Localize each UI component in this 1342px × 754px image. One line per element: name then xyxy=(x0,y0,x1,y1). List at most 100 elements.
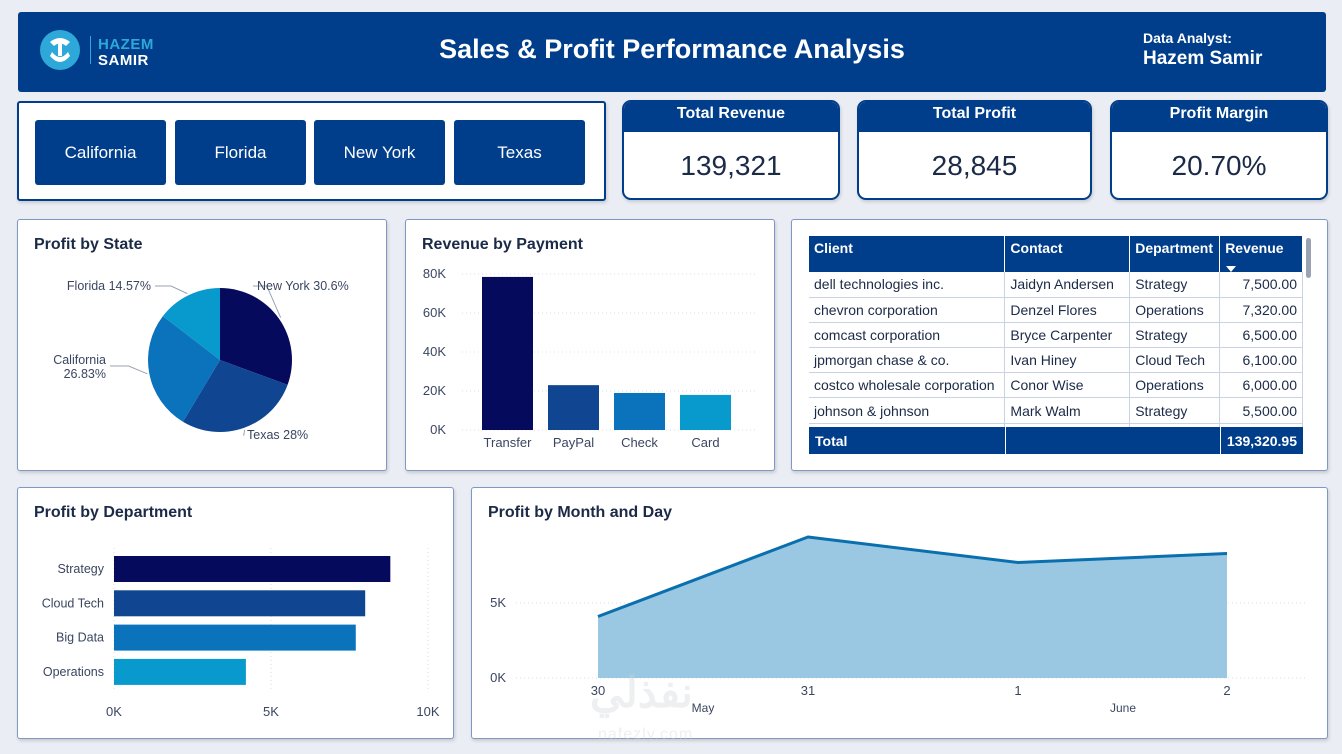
cell-client: comcast corporation xyxy=(809,322,1006,349)
total-value: 139,320.95 xyxy=(1226,433,1297,449)
kpi-value: 139,321 xyxy=(680,150,782,181)
y-tick-label: Cloud Tech xyxy=(42,596,104,610)
x-tick-label: Card xyxy=(691,435,719,450)
pie-slice xyxy=(182,360,288,432)
total-label: Total xyxy=(815,433,848,449)
logo-text-samir: SAMIR xyxy=(98,52,149,69)
column-header-client[interactable]: Client xyxy=(809,236,1006,272)
profit-by-month-day-panel: Profit by Month and Day 0K 5K 30 31 1 2 May Jun… xyxy=(471,487,1328,739)
cell-revenue: 6,500.00 xyxy=(1219,322,1303,349)
y-tick-label: 0K xyxy=(490,670,506,685)
y-tick-label: 0K xyxy=(430,422,446,437)
profit-by-department-panel: Profit by Department 0K 5K 10K Strategy Clou… xyxy=(17,487,454,739)
cell-revenue: 6,000.00 xyxy=(1219,372,1303,399)
cell-department: Cloud Tech xyxy=(1129,347,1221,374)
panel-title: Profit by Month and Day xyxy=(488,504,672,521)
bar xyxy=(114,658,246,685)
pie-leader-line xyxy=(253,285,282,318)
cell-department: Strategy xyxy=(1129,322,1221,349)
watermark: نفذلي nafezly.com xyxy=(590,668,760,748)
cell-revenue: 7,320.00 xyxy=(1219,297,1303,323)
kpi-profit-margin: Profit Margin 20.70% xyxy=(1110,100,1328,200)
bar xyxy=(614,392,665,430)
table-header-row: Client Contact Department Revenue xyxy=(809,236,1303,272)
table-row[interactable]: dell technologies inc. Jaidyn Andersen Str… xyxy=(809,272,1303,298)
cell-contact: Denzel Flores xyxy=(1004,297,1131,323)
page-title: Sales & Profit Performance Analysis xyxy=(439,34,905,64)
profit-by-state-panel: Profit by State New York 30.6% Texas 28% C… xyxy=(17,219,387,471)
y-tick-label: 40K xyxy=(423,344,446,359)
table-row[interactable]: jpmorgan chase & co. Ivan Hiney Cloud Tech… xyxy=(809,347,1303,374)
slicer-button-florida[interactable]: Florida xyxy=(175,120,306,185)
cell-revenue: 5,500.00 xyxy=(1219,397,1303,424)
logo-mark-icon xyxy=(40,30,80,70)
pie-slice-label: California 26.83% xyxy=(53,353,106,381)
cell-contact: Conor Wise xyxy=(1004,372,1131,399)
slicer-button-texas[interactable]: Texas xyxy=(454,120,585,185)
cell-department: Strategy xyxy=(1129,272,1221,298)
bar xyxy=(114,556,391,582)
cell-contact: Jaidyn Andersen xyxy=(1004,272,1131,298)
slicer-button-california[interactable]: California xyxy=(35,120,166,185)
y-tick-label: 5K xyxy=(490,595,506,610)
month-label: June xyxy=(1110,701,1136,715)
x-tick-label: PayPal xyxy=(553,435,594,450)
pie-slice-label: New York 30.6% xyxy=(257,279,349,293)
panel-title: Profit by Department xyxy=(34,504,193,521)
analyst-label: Data Analyst: xyxy=(1143,30,1232,46)
column-header-contact[interactable]: Contact xyxy=(1004,236,1131,272)
x-tick-label: Check xyxy=(621,435,658,450)
logo-separator xyxy=(90,36,91,64)
cell-contact: Bryce Carpenter xyxy=(1004,322,1131,349)
table-row[interactable]: johnson & johnson Mark Walm Strategy 5,500.… xyxy=(809,397,1303,424)
x-tick-label: 30 xyxy=(591,683,605,698)
y-tick-label: Operations xyxy=(43,665,104,679)
cell-client: costco wholesale corporation xyxy=(809,372,1006,399)
bar xyxy=(680,394,731,430)
month-label: May xyxy=(692,701,715,715)
department-bar-chart: 0K 5K 10K Strategy Cloud Tech Big Data Operati… xyxy=(42,548,440,719)
pie-leader-line xyxy=(110,365,148,375)
cell-client: chevron corporation xyxy=(809,297,1006,323)
cell-client: jpmorgan chase & co. xyxy=(809,347,1006,374)
cell-department: Operations xyxy=(1129,372,1221,399)
bar xyxy=(482,276,533,430)
y-tick-label: 80K xyxy=(423,266,446,281)
logo: HAZEM SAMIR xyxy=(38,28,188,78)
kpi-total-revenue: Total Revenue 139,321 xyxy=(622,100,840,200)
cell-revenue: 7,500.00 xyxy=(1219,272,1303,298)
pie-slice xyxy=(162,288,220,360)
x-tick-label: 0K xyxy=(106,704,122,719)
watermark-arabic-text: نفذلي xyxy=(590,669,693,716)
kpi-label: Total Revenue xyxy=(624,102,838,132)
table-row[interactable]: costco wholesale corporation Conor Wise Op… xyxy=(809,372,1303,399)
y-tick-label: Strategy xyxy=(57,562,104,576)
pie-slice-label: Florida 14.57% xyxy=(67,279,151,293)
client-table: Client Contact Department Revenue dell t… xyxy=(809,236,1303,449)
cell-client: dell technologies inc. xyxy=(809,272,1006,298)
pie-slice xyxy=(148,316,220,422)
x-tick-label: 1 xyxy=(1014,683,1021,698)
table-row[interactable]: comcast corporation Bryce Carpenter Strate… xyxy=(809,322,1303,349)
slicer-button-new-york[interactable]: New York xyxy=(314,120,445,185)
cell-department: Strategy xyxy=(1129,397,1221,424)
month-day-area-chart: 0K 5K 30 31 1 2 May June xyxy=(490,535,1308,715)
y-tick-label: 60K xyxy=(423,305,446,320)
cell-revenue: 6,100.00 xyxy=(1219,347,1303,374)
table-row[interactable]: chevron corporation Denzel Flores Operatio… xyxy=(809,297,1303,323)
column-header-department[interactable]: Department xyxy=(1129,236,1221,272)
x-tick-label: 10K xyxy=(416,704,439,719)
x-tick-label: 5K xyxy=(263,704,279,719)
sort-desc-icon xyxy=(1226,266,1237,272)
cell-contact: Ivan Hiney xyxy=(1004,347,1131,374)
area-line xyxy=(597,535,1228,618)
x-tick-label: Transfer xyxy=(484,435,533,450)
pie-chart: New York 30.6% Texas 28% California 26.83% F… xyxy=(53,279,349,442)
x-tick-label: 2 xyxy=(1223,683,1230,698)
column-header-revenue-label: Revenue xyxy=(1225,240,1284,256)
table-total-row: Total 139,320.95 xyxy=(809,427,1303,454)
y-tick-label: Big Data xyxy=(56,631,104,645)
cell-contact: Mark Walm xyxy=(1004,397,1131,424)
table-scrollbar[interactable] xyxy=(1306,238,1311,278)
column-header-revenue[interactable]: Revenue xyxy=(1219,236,1303,272)
